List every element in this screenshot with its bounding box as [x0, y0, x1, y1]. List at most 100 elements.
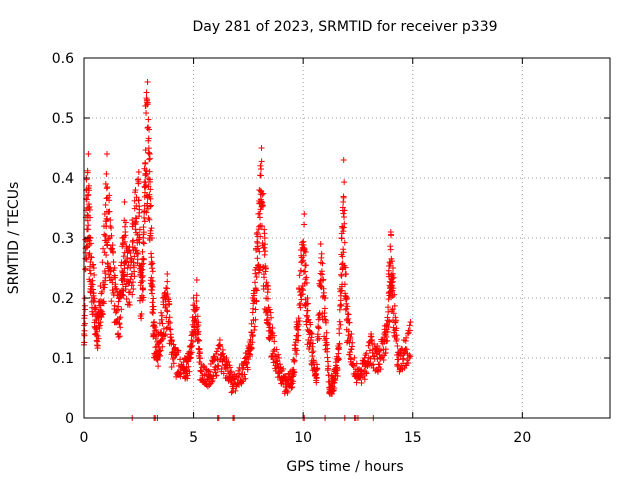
data-point: [248, 320, 255, 327]
data-point: [346, 349, 353, 356]
data-point: [322, 316, 329, 323]
data-point: [310, 348, 317, 355]
data-point: [121, 223, 128, 230]
data-point: [180, 359, 187, 366]
data-point: [162, 331, 169, 338]
data-point: [235, 374, 242, 381]
data-point: [227, 369, 234, 376]
data-point: [103, 252, 110, 259]
data-point: [85, 191, 92, 198]
data-point: [304, 307, 311, 314]
data-point: [126, 299, 133, 306]
data-point: [87, 240, 94, 247]
data-point: [151, 319, 158, 325]
data-point: [401, 349, 408, 356]
data-point: [138, 261, 145, 268]
data-point: [146, 151, 153, 157]
data-point: [136, 231, 143, 238]
data-point: [154, 357, 161, 364]
data-point: [94, 328, 101, 335]
data-point: [335, 343, 342, 349]
data-point: [393, 325, 400, 332]
data-point: [147, 230, 154, 237]
data-point: [149, 278, 156, 285]
data-point: [143, 209, 150, 216]
data-point: [164, 308, 171, 315]
data-point: [400, 337, 407, 343]
data-point: [245, 356, 252, 363]
data-point: [315, 325, 322, 332]
data-point: [101, 211, 108, 217]
data-point: [336, 318, 343, 325]
data-point: [302, 268, 309, 275]
data-point: [129, 238, 136, 245]
data-point: [363, 370, 370, 377]
data-point: [195, 328, 202, 335]
data-point: [273, 346, 280, 353]
data-point: [112, 274, 119, 281]
data-point: [99, 259, 106, 266]
plot-frame: [83, 57, 611, 419]
data-point: [148, 258, 155, 265]
data-point: [282, 373, 289, 379]
data-point: [83, 196, 90, 203]
data-point: [400, 355, 407, 362]
data-point: [393, 317, 400, 324]
data-point: [309, 340, 316, 347]
data-point: [354, 367, 361, 373]
chart-title: Day 281 of 2023, SRMTID for receiver p33…: [192, 19, 497, 35]
data-point: [256, 187, 263, 193]
data-point: [109, 287, 116, 294]
data-point: [194, 313, 201, 320]
data-point: [122, 283, 129, 290]
data-point: [228, 368, 235, 375]
data-point: [85, 151, 92, 157]
data-point: [197, 355, 204, 361]
data-point: [131, 253, 138, 260]
data-point: [102, 274, 109, 281]
data-point: [193, 277, 200, 283]
data-point: [334, 373, 341, 380]
data-point: [190, 295, 197, 301]
data-point: [201, 372, 208, 379]
data-point: [296, 317, 303, 324]
data-point: [131, 205, 138, 212]
data-point: [104, 215, 111, 222]
data-point: [140, 235, 147, 241]
data-point: [341, 220, 348, 227]
data-point: [189, 338, 196, 345]
data-point: [213, 372, 220, 379]
data-point: [270, 359, 277, 366]
data-point: [118, 306, 125, 313]
data-point: [252, 286, 259, 293]
data-point: [132, 187, 139, 193]
data-point: [303, 279, 310, 286]
data-point: [113, 286, 120, 293]
data-point: [242, 375, 249, 382]
x-tick-labels: 0 5 10 15 20: [80, 430, 532, 446]
data-point: [88, 254, 95, 261]
data-point: [381, 331, 388, 337]
data-point: [322, 295, 329, 301]
data-point: [344, 295, 350, 301]
data-point: [121, 249, 128, 256]
data-point: [158, 316, 165, 323]
data-point: [87, 258, 94, 265]
data-point: [252, 316, 259, 323]
y-tick-label: 0.4: [52, 171, 74, 187]
data-point: [186, 349, 193, 355]
data-point: [403, 346, 410, 353]
data-point: [288, 384, 295, 391]
data-point: [344, 303, 351, 310]
data-point: [257, 233, 264, 240]
data-point: [146, 168, 153, 175]
data-point: [351, 354, 358, 361]
data-point: [390, 310, 397, 317]
data-point: [93, 331, 100, 338]
data-point: [108, 232, 115, 239]
data-point: [98, 314, 105, 321]
data-point: [146, 126, 153, 133]
data-point: [108, 224, 115, 231]
data-point: [166, 314, 173, 321]
data-point: [347, 356, 354, 363]
